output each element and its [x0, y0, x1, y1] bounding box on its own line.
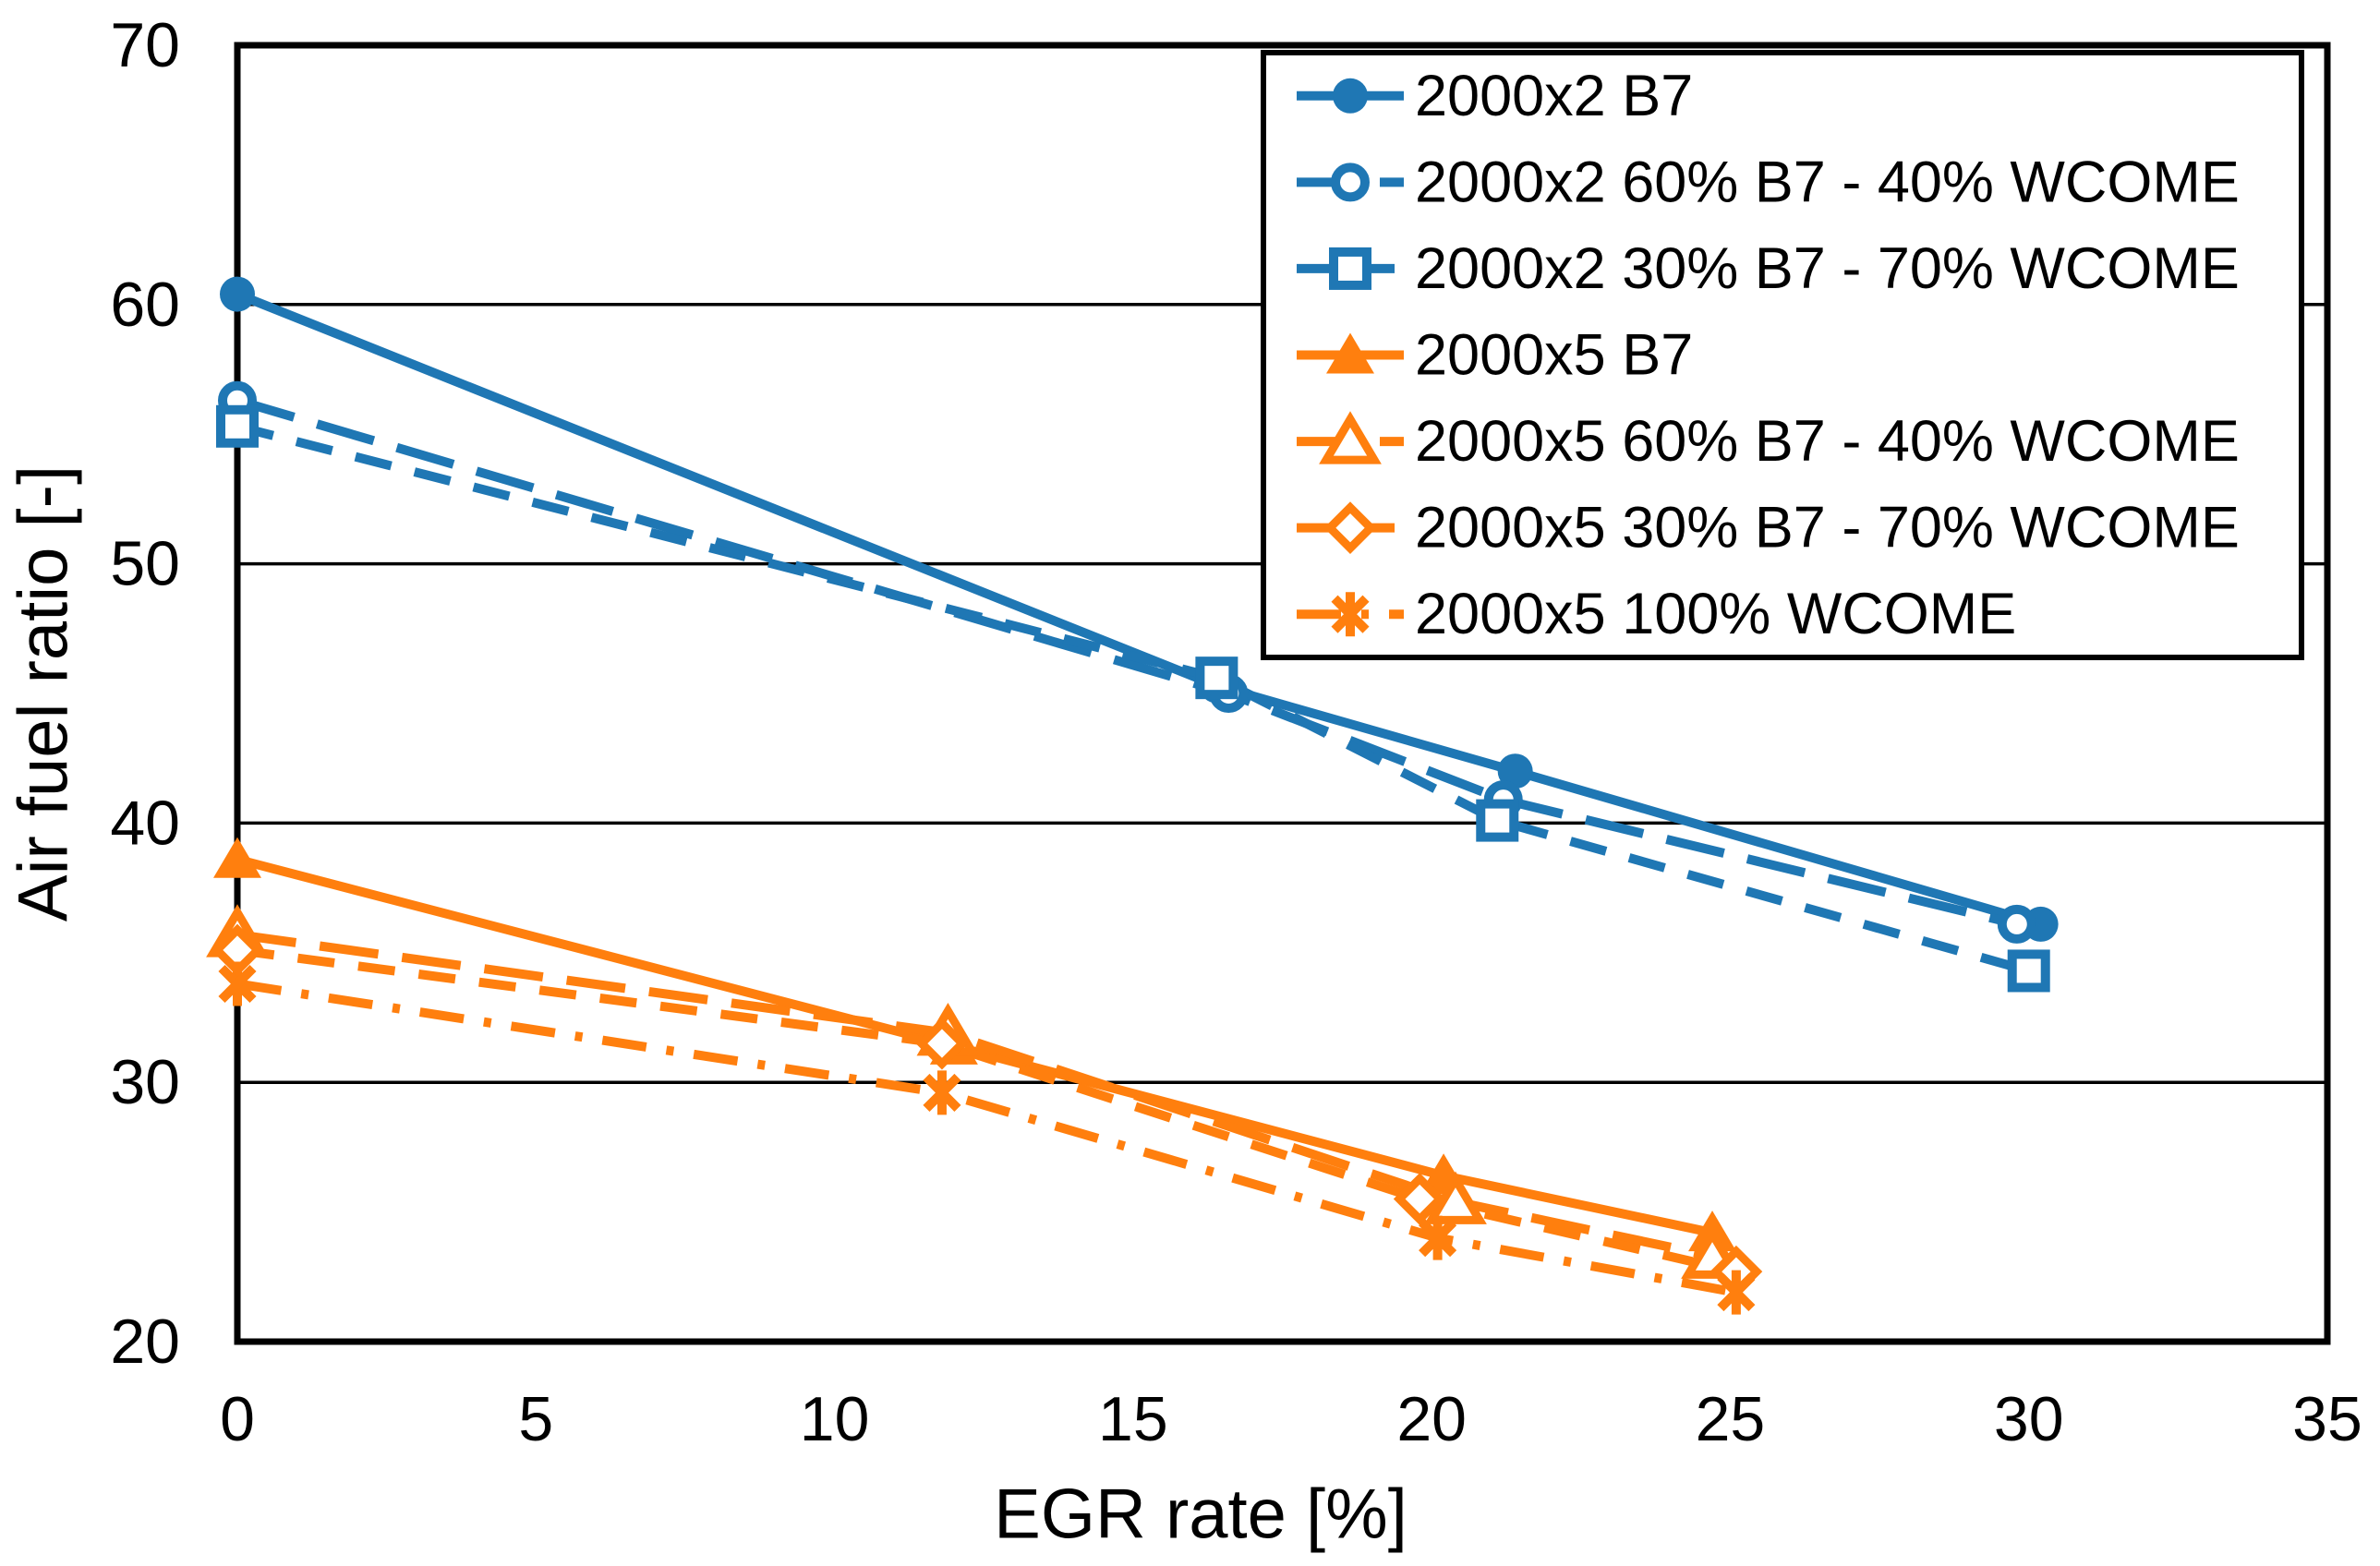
marker-triangle-filled [1326, 332, 1374, 374]
x-tick-label: 35 [2292, 1384, 2362, 1454]
legend-entry-2000x2-60-b7-40-wcome: 2000x2 60% B7 - 40% WCOME [1297, 150, 2240, 214]
marker-triangle-filled [213, 837, 261, 878]
marker-circle-filled [1333, 78, 1368, 114]
legend-entry-2000x5-30-b7-70-wcome: 2000x5 30% B7 - 70% WCOME [1297, 496, 2240, 560]
legend-entry-2000x5-b7: 2000x5 B7 [1297, 323, 1693, 388]
x-tick-label: 10 [800, 1384, 870, 1454]
marker-asterisk [1717, 1273, 1756, 1312]
series-markers-2000x2-30-b7-70-wcome [216, 404, 2050, 993]
legend-label: 2000x5 B7 [1415, 323, 1693, 388]
legend-label: 2000x5 100% WCOME [1415, 582, 2016, 646]
y-tick-label: 40 [110, 788, 180, 858]
x-axis-title: EGR rate [%] [994, 1476, 1407, 1554]
legend-entry-2000x5-60-b7-40-wcome: 2000x5 60% B7 - 40% WCOME [1297, 409, 2240, 474]
y-tick-label: 20 [110, 1307, 180, 1377]
legend: 2000x2 B7 2000x2 60% B7 - 40% WCOME 2000x2… [1261, 50, 2304, 660]
marker-square-open [1195, 657, 1238, 700]
plot-border [234, 42, 2331, 1345]
legend-box [1261, 50, 2304, 660]
legend-label: 2000x5 60% B7 - 40% WCOME [1415, 409, 2240, 474]
series-lines [236, 289, 2043, 1297]
y-tick-label: 30 [110, 1047, 180, 1117]
legend-entry-2000x2-30-b7-70-wcome: 2000x2 30% B7 - 70% WCOME [1297, 236, 2240, 301]
series-markers-2000x5-100-wcome [218, 961, 1756, 1315]
marker-circle-filled [220, 276, 255, 312]
marker-square-open [1329, 247, 1371, 290]
marker-square-open [216, 404, 259, 448]
marker-triangle-open [1319, 411, 1382, 464]
y-axis-title: Air fuel ratio [-] [5, 465, 83, 922]
marker-asterisk [1331, 595, 1370, 633]
series-line-2000x5-30-b7-70-wcome [236, 946, 1738, 1277]
x-tick-label: 5 [518, 1384, 553, 1454]
legend-label: 2000x2 30% B7 - 70% WCOME [1415, 236, 2240, 301]
x-tick-label: 30 [1994, 1384, 2064, 1454]
y-tick-label: 70 [110, 10, 180, 80]
x-tick-label: 0 [220, 1384, 255, 1454]
series-line-2000x2-b7 [236, 289, 2043, 929]
legend-label: 2000x2 60% B7 - 40% WCOME [1415, 150, 2240, 214]
series-line-2000x5-b7 [236, 854, 1714, 1237]
series-line-2000x5-100-wcome [236, 979, 1737, 1297]
legend-label: 2000x5 30% B7 - 70% WCOME [1415, 496, 2240, 560]
y-tick-label: 50 [110, 529, 180, 599]
series-line-2000x2-60-b7-40-wcome [236, 395, 2018, 929]
marker-circle-open [1997, 904, 2036, 944]
series-markers [206, 276, 2059, 1315]
marker-square-open [1476, 799, 1519, 842]
marker-asterisk [923, 1073, 961, 1112]
marker-circle-open [1331, 163, 1370, 202]
y-tick-label: 60 [110, 270, 180, 340]
series-line-2000x2-30-b7-70-wcome [236, 421, 2031, 976]
legend-entry-2000x5-100-wcome: 2000x5 100% WCOME [1297, 582, 2016, 646]
y-tick-labels: 20 30 40 50 60 70 [110, 10, 180, 1377]
series-markers-2000x5-30-b7-70-wcome [211, 923, 1763, 1298]
marker-asterisk [1419, 1219, 1457, 1258]
marker-diamond-open [1393, 1173, 1446, 1225]
series-line-2000x5-60-b7-40-wcome [236, 930, 1714, 1261]
marker-diamond-open [915, 1017, 969, 1070]
marker-asterisk [218, 964, 257, 1004]
x-tick-labels: 0 5 10 15 20 25 30 35 [220, 1384, 2362, 1454]
legend-entry-2000x2-b7: 2000x2 B7 [1297, 64, 1693, 128]
marker-circle-filled [1497, 753, 1533, 789]
x-tick-label: 25 [1696, 1384, 1766, 1454]
legend-label: 2000x2 B7 [1415, 64, 1693, 128]
x-tick-label: 15 [1098, 1384, 1168, 1454]
x-tick-label: 20 [1396, 1384, 1467, 1454]
marker-diamond-open [1323, 501, 1377, 555]
marker-square-open [2007, 949, 2050, 993]
